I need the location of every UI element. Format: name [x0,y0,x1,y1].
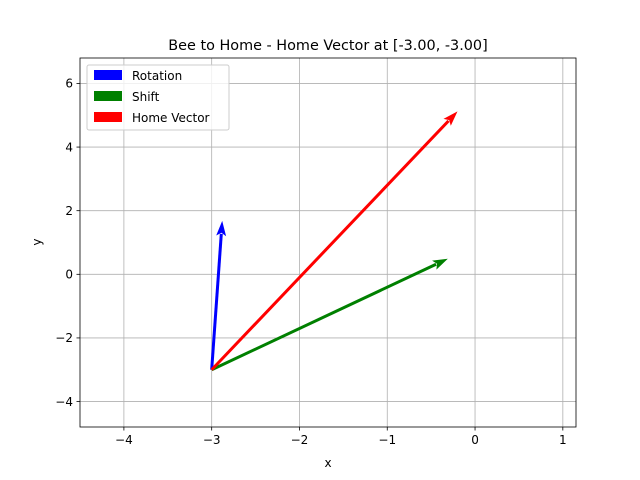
x-tick-label: −2 [291,433,309,447]
x-axis-label: x [324,456,331,470]
grid [80,58,576,427]
y-tick-label: −4 [55,395,73,409]
home-vector-arrow-head [443,111,458,126]
x-tick-label: −4 [115,433,133,447]
chart-title: Bee to Home - Home Vector at [-3.00, -3.… [168,38,487,54]
legend-swatch-rotation [94,70,122,80]
plot-frame [79,57,577,428]
y-axis-label: y [30,238,44,245]
shift-arrow-shaft [211,262,437,372]
legend-label-rotation: Rotation [132,69,182,83]
legend-items: Rotation Shift Home Vector [94,69,210,125]
y-tick-label: −2 [55,331,73,345]
shift-arrow-head [432,258,448,270]
y-tick-label: 0 [65,268,73,282]
x-tick-label: −3 [203,433,221,447]
home-vector-arrow [210,111,458,371]
legend-swatch-home-vector [94,112,122,122]
legend-label-home-vector: Home Vector [132,111,210,125]
x-tick-label: −1 [378,433,396,447]
x-tick-label: 0 [471,433,479,447]
legend: Rotation Shift Home Vector [86,64,230,131]
legend-label-shift: Shift [132,90,160,104]
shift-arrow [211,258,448,372]
rotation-arrow [210,220,227,370]
legend-frame [86,64,230,131]
rotation-arrow-shaft [210,233,223,370]
ticks: −4 −3 −2 −1 0 1 −4 −2 0 2 4 6 [55,77,566,447]
y-tick-label: 4 [65,140,73,154]
arrows [210,111,458,372]
y-tick-label: 6 [65,77,73,91]
x-tick-label: 1 [559,433,567,447]
rotation-arrow-head [216,220,227,237]
legend-swatch-shift [94,91,122,101]
home-vector-arrow-shaft [210,119,450,371]
y-tick-label: 2 [65,204,73,218]
